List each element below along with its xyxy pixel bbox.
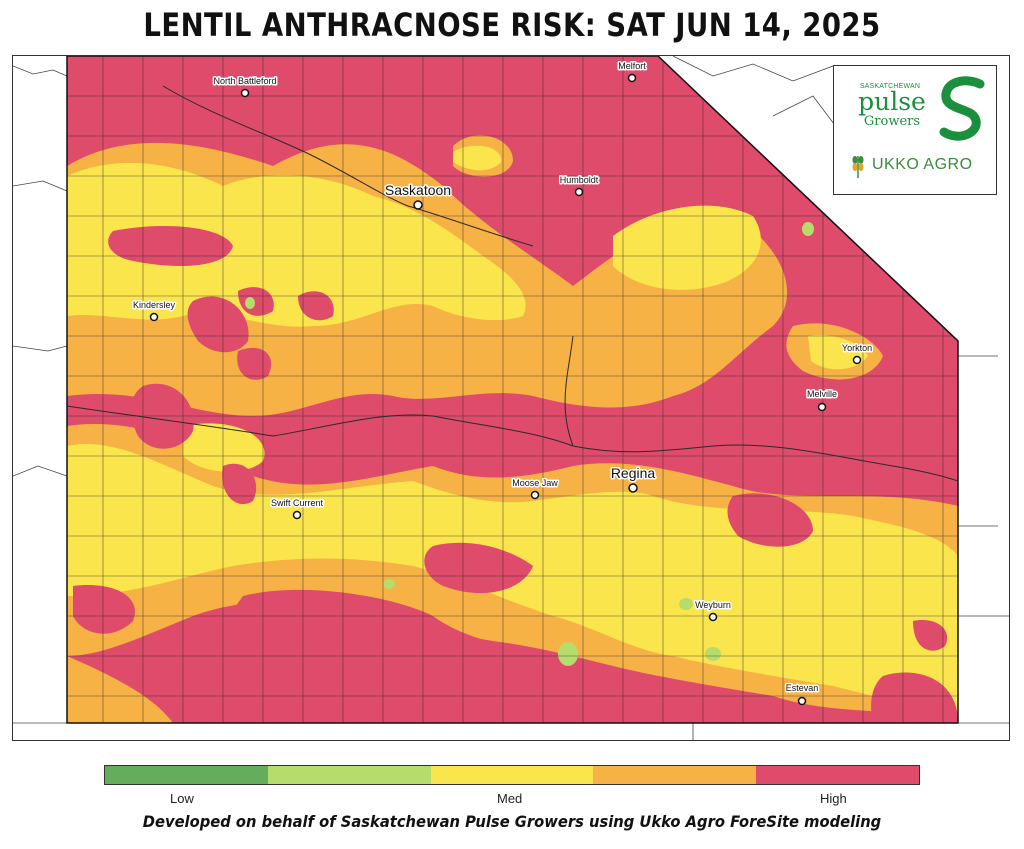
city-marker-melville: [817, 402, 827, 412]
footer-credit: Developed on behalf of Saskatchewan Puls…: [142, 812, 882, 831]
province-boundary: [66, 56, 959, 724]
city-marker-melfort: [627, 73, 637, 83]
spg-s-logo-icon: [939, 76, 985, 141]
city-label-kindersley: Kindersley: [133, 300, 176, 310]
city-marker-humboldt: [574, 187, 584, 197]
spg-logo-growers-text: Growers: [863, 114, 921, 129]
city-marker-yorkton: [852, 355, 862, 365]
map-title: LENTIL ANTHRACNOSE RISK: SAT JUN 14, 202…: [143, 6, 881, 44]
risk-map-svg: North Battleford Melfort Saskatoon Humboldt…: [13, 56, 1009, 740]
legend-segment-4: [593, 766, 757, 784]
risk-zones-low-med: [245, 222, 814, 666]
legend-segment-2: [267, 766, 431, 784]
legend-label-high: High: [820, 791, 847, 806]
city-label-swift-current: Swift Current: [271, 498, 324, 508]
city-marker-weyburn: [708, 612, 718, 622]
spg-logo-pulse-text: pulse: [858, 87, 926, 116]
city-marker-saskatoon: [413, 200, 423, 210]
spg-logo-top-text: SASKATCHEWAN: [859, 83, 921, 90]
city-layer: North Battleford Melfort Saskatoon Humboldt…: [131, 60, 874, 706]
city-marker-estevan: [797, 696, 807, 706]
legend-label-low: Low: [170, 791, 194, 806]
city-label-melville: Melville: [807, 389, 837, 399]
ukko-wheat-icon: [852, 156, 864, 178]
city-label-estevan: Estevan: [786, 683, 819, 693]
city-label-weyburn: Weyburn: [695, 600, 731, 610]
city-label-regina: Regina: [611, 465, 656, 481]
risk-surface: [67, 56, 958, 723]
legend-segment-5: [756, 766, 919, 784]
partner-logos: SASKATCHEWAN pulse Growers UKKO AGRO: [833, 65, 997, 195]
legend-segment-1: [105, 766, 268, 784]
city-marker-kindersley: [149, 312, 159, 322]
rivers: [67, 85, 958, 482]
city-label-melfort: Melfort: [618, 61, 646, 71]
city-label-moose-jaw: Moose Jaw: [512, 478, 558, 488]
city-label-north-battleford: North Battleford: [213, 76, 276, 86]
city-marker-north-battleford: [240, 88, 250, 98]
legend-label-med: Med: [497, 791, 523, 806]
city-label-yorkton: Yorkton: [842, 343, 872, 353]
city-marker-moose-jaw: [530, 490, 540, 500]
city-label-saskatoon: Saskatoon: [385, 182, 451, 198]
city-label-humboldt: Humboldt: [560, 175, 599, 185]
legend-segment-3: [430, 766, 594, 784]
city-marker-swift-current: [292, 510, 302, 520]
ukko-logo-text: UKKO AGRO: [872, 156, 973, 173]
risk-legend-bar: [104, 765, 920, 785]
city-marker-regina: [628, 483, 638, 493]
